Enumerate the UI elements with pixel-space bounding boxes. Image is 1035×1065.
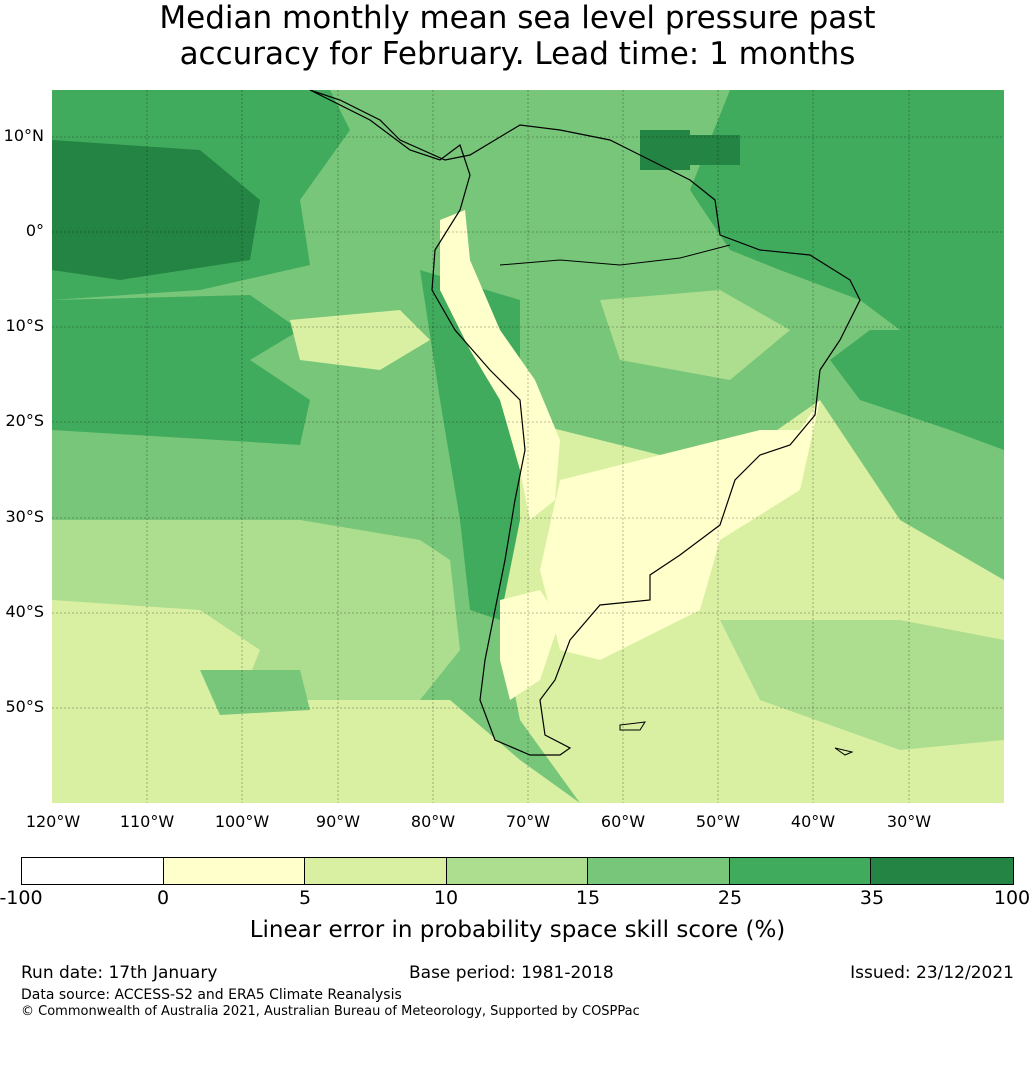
- lat-label-30s: 30°S: [5, 507, 44, 526]
- skill-zone-0-5-andes: [440, 210, 560, 520]
- title-line-1: Median monthly mean sea level pressure p…: [159, 0, 876, 36]
- skill-zone-25-35-south-atlantic: [830, 330, 1004, 450]
- lat-label-10s: 10°S: [5, 316, 44, 335]
- lat-label-0: 0°: [25, 221, 44, 240]
- skill-zone-35-100-west: [52, 140, 260, 280]
- skill-zone-10-15-southeast: [720, 620, 1004, 750]
- issued-date: Issued: 23/12/2021: [850, 963, 1014, 983]
- colorbar-tick-neg100: -100: [0, 887, 43, 909]
- lon-label-120w: 120°W: [25, 812, 81, 831]
- lon-label-30w: 30°W: [886, 812, 932, 831]
- colorbar-segment-4: [588, 858, 730, 884]
- skill-zone-5-10-peru-offshore: [290, 310, 430, 370]
- colorbar-tick-25: 25: [717, 887, 743, 909]
- colorbar-tick-15: 15: [575, 887, 601, 909]
- skill-zone-35-100-guiana: [640, 130, 690, 170]
- lat-label-10n: 10°N: [3, 126, 44, 145]
- run-date: Run date: 17th January: [21, 963, 218, 983]
- base-period: Base period: 1981-2018: [409, 963, 614, 983]
- colorbar-segment-3: [446, 858, 589, 884]
- skill-zone-25-35-atlantic: [690, 90, 1004, 330]
- lon-label-70w: 70°W: [505, 812, 551, 831]
- south-georgia: [834, 747, 854, 756]
- colorbar-tick-100: 100: [993, 887, 1031, 909]
- skill-zone-15-25-patch: [200, 670, 310, 715]
- falkland-islands: [619, 721, 646, 731]
- lon-label-50w: 50°W: [695, 812, 741, 831]
- skill-zone-5-10-south: [52, 700, 580, 803]
- skill-map: [52, 90, 1004, 803]
- colorbar-tick-35: 35: [859, 887, 885, 909]
- colorbar-tick-5: 5: [298, 887, 312, 909]
- colorbar-segment-5: [729, 858, 872, 884]
- colorbar: [21, 857, 1014, 885]
- lon-label-100w: 100°W: [214, 812, 270, 831]
- lat-label-20s: 20°S: [5, 411, 44, 430]
- lon-label-110w: 110°W: [119, 812, 175, 831]
- lon-label-40w: 40°W: [790, 812, 836, 831]
- lon-label-60w: 60°W: [600, 812, 646, 831]
- graticule: [52, 90, 1004, 803]
- colorbar-tick-10: 10: [433, 887, 459, 909]
- title-line-2: accuracy for February. Lead time: 1 mont…: [179, 36, 856, 72]
- lon-label-90w: 90°W: [315, 812, 361, 831]
- map-title: Median monthly mean sea level pressure p…: [0, 0, 1035, 72]
- copyright: © Commonwealth of Australia 2021, Austra…: [21, 1004, 640, 1019]
- colorbar-label: Linear error in probability space skill …: [249, 917, 786, 943]
- data-source: Data source: ACCESS-S2 and ERA5 Climate …: [21, 987, 402, 1003]
- skill-zone-35-100-guiana-2: [690, 135, 740, 165]
- colorbar-segment-6: [871, 858, 1013, 884]
- lon-label-80w: 80°W: [410, 812, 456, 831]
- colorbar-segment-0: [22, 858, 164, 884]
- coastline: [309, 90, 861, 756]
- colorbar-segment-2: [305, 858, 447, 884]
- lat-label-40s: 40°S: [5, 602, 44, 621]
- colorbar-tick-0: 0: [156, 887, 170, 909]
- colorbar-segment-1: [163, 858, 306, 884]
- skill-zone-0-5-patagonia: [500, 590, 560, 700]
- skill-zone-10-15-brazil: [600, 290, 790, 380]
- lat-label-50s: 50°S: [5, 697, 44, 716]
- skill-zone-5-10-far-southwest: [52, 600, 260, 720]
- skill-zone-25-35-pacific: [52, 295, 310, 445]
- amazon-river: [499, 244, 731, 266]
